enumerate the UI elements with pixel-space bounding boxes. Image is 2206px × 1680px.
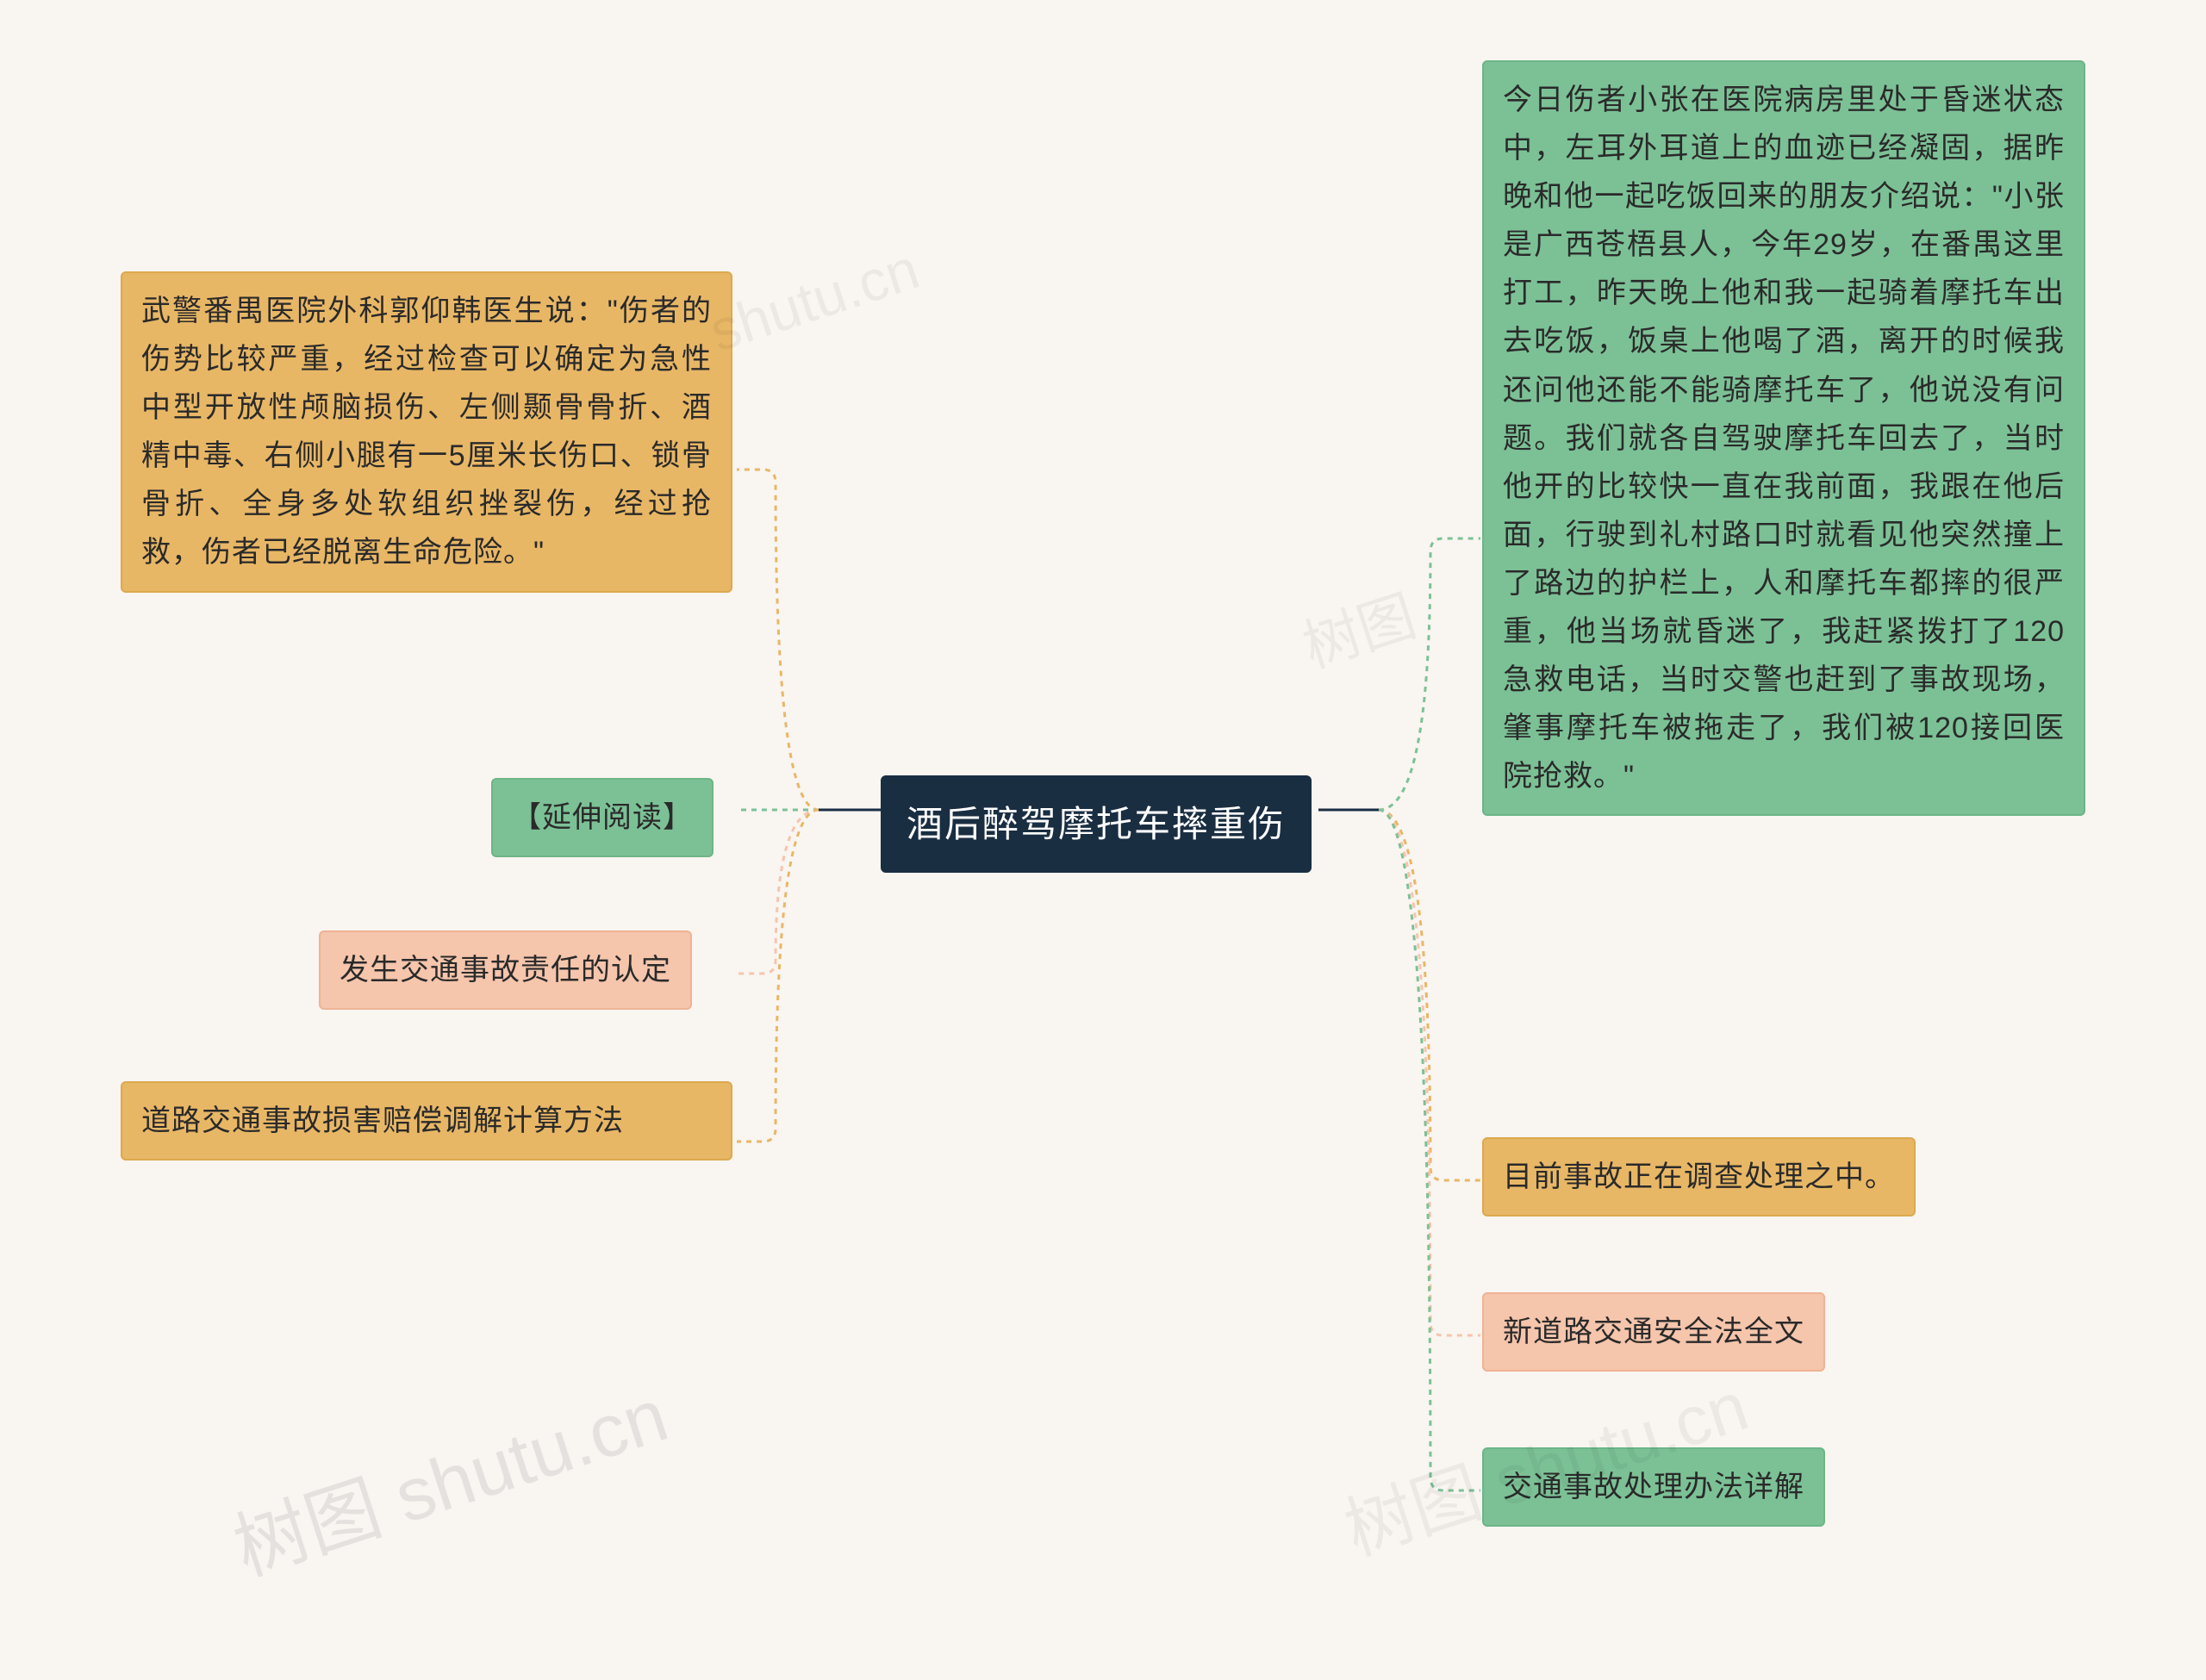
right-node-accident-handling: 交通事故处理办法详解 [1482,1447,1825,1527]
watermark: 树图 [1291,570,1424,684]
left-node-liability: 发生交通事故责任的认定 [319,930,692,1010]
left-node-compensation: 道路交通事故损害赔偿调解计算方法 [121,1081,732,1160]
right-node-friend-story: 今日伤者小张在医院病房里处于昏迷状态中，左耳外耳道上的血迹已经凝固，据昨晚和他一… [1482,60,2085,816]
center-node: 酒后醉驾摩托车摔重伤 [881,775,1312,873]
left-node-extended-reading: 【延伸阅读】 [491,778,714,857]
right-node-investigation: 目前事故正在调查处理之中。 [1482,1137,1916,1216]
watermark: shutu.cn [701,235,926,364]
left-node-doctor-quote: 武警番禺医院外科郭仰韩医生说："伤者的伤势比较严重，经过检查可以确定为急性中型开… [121,271,732,593]
right-node-traffic-law: 新道路交通安全法全文 [1482,1292,1825,1372]
watermark: 树图 shutu.cn [218,1355,678,1596]
